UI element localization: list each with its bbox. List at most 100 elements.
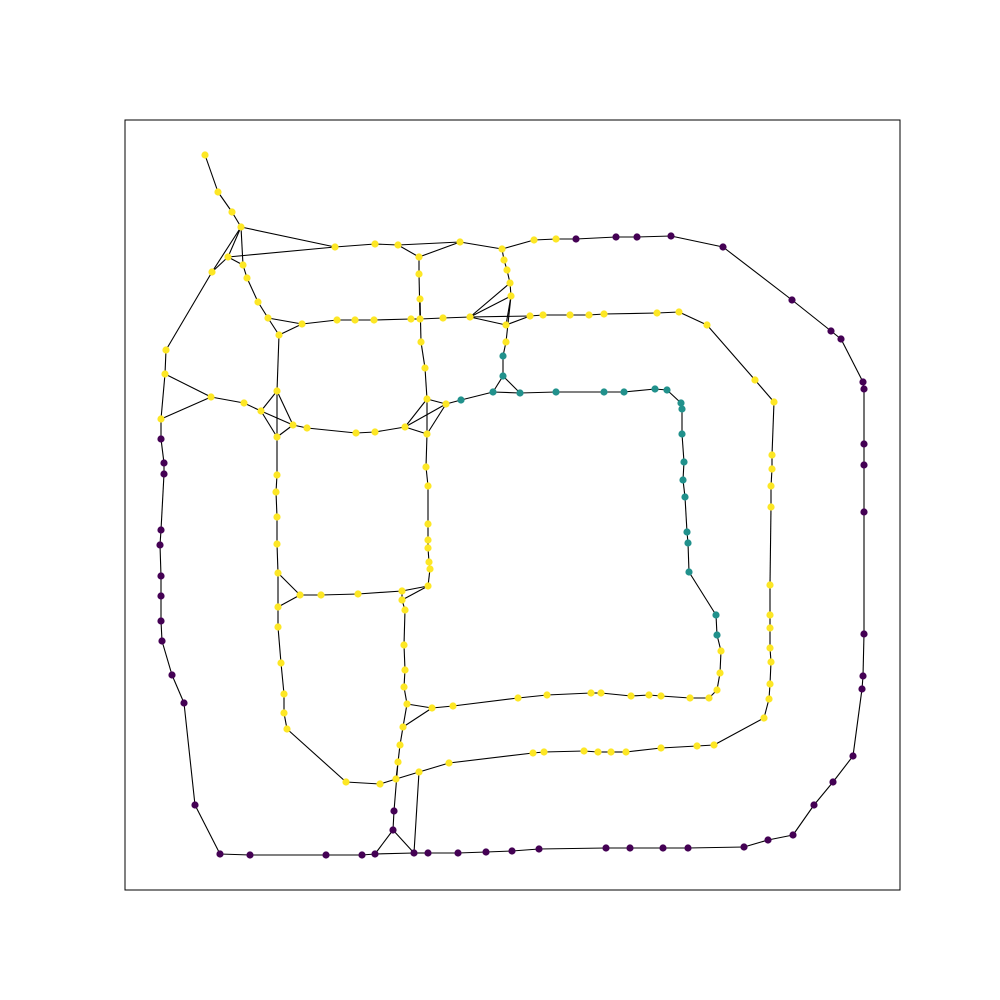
graph-node xyxy=(201,151,209,159)
graph-node xyxy=(424,544,432,552)
graph-node xyxy=(283,725,291,733)
graph-node xyxy=(766,644,774,652)
graph-node xyxy=(767,482,775,490)
graph-node xyxy=(659,844,667,852)
graph-node xyxy=(274,603,282,611)
graph-edge xyxy=(832,755,854,783)
graph-edge xyxy=(161,640,173,676)
graph-edge xyxy=(688,571,717,616)
graph-node xyxy=(860,385,868,393)
graph-edge xyxy=(374,852,415,855)
graph-node xyxy=(352,429,360,437)
graph-node xyxy=(612,233,620,241)
graph-node xyxy=(717,647,725,655)
graph-node xyxy=(552,388,560,396)
graph-edge xyxy=(374,243,399,246)
graph-node xyxy=(240,399,248,407)
graph-node xyxy=(552,235,560,243)
graph-node xyxy=(457,396,465,404)
graph-node xyxy=(333,316,341,324)
graph-edge xyxy=(600,692,632,697)
graph-edge xyxy=(401,585,429,592)
graph-edge xyxy=(334,243,376,248)
graph-node xyxy=(425,558,433,566)
graph-edge xyxy=(395,771,420,780)
graph-edge xyxy=(397,244,420,258)
graph-edge xyxy=(240,226,336,248)
graph-edge xyxy=(575,236,617,240)
graph-node xyxy=(371,428,379,436)
graph-node xyxy=(424,582,432,590)
graph-node xyxy=(766,624,774,632)
graph-node xyxy=(445,759,453,767)
graph-node xyxy=(677,399,685,407)
graph-node xyxy=(370,316,378,324)
graph-edge xyxy=(402,703,408,728)
graph-edge xyxy=(706,324,756,381)
graph-node xyxy=(342,778,350,786)
graph-node xyxy=(157,435,165,443)
graph-node xyxy=(663,386,671,394)
graph-node xyxy=(600,388,608,396)
graph-node xyxy=(679,476,687,484)
graph-edge xyxy=(754,379,775,403)
graph-edge xyxy=(393,761,399,812)
graph-edge xyxy=(469,316,507,326)
graph-edge xyxy=(159,544,162,577)
graph-edge xyxy=(460,391,494,401)
graph-edge xyxy=(442,316,471,319)
graph-edge xyxy=(320,593,359,596)
graph-edge xyxy=(767,834,794,841)
graph-node xyxy=(156,541,164,549)
graph-edge xyxy=(227,226,242,258)
graph-node xyxy=(415,253,423,261)
graph-edge xyxy=(374,426,406,433)
graph-node xyxy=(415,270,423,278)
graph-node xyxy=(684,844,692,852)
graph-node xyxy=(627,692,635,700)
graph-node xyxy=(713,631,721,639)
graph-node xyxy=(685,568,693,576)
graph-node xyxy=(626,844,634,852)
graph-node xyxy=(764,836,772,844)
graph-edge xyxy=(485,850,513,853)
graph-edge xyxy=(501,239,535,250)
graph-node xyxy=(788,296,796,304)
graph-node xyxy=(858,685,866,693)
graph-edge xyxy=(392,829,415,854)
graph-node xyxy=(410,849,418,857)
graph-edge xyxy=(519,391,557,394)
graph-node xyxy=(424,849,432,857)
graph-edge xyxy=(469,282,511,318)
graph-node xyxy=(407,315,415,323)
graph-node xyxy=(489,388,497,396)
graph-edge xyxy=(418,241,461,258)
graph-node xyxy=(400,641,408,649)
graph-edge xyxy=(452,697,519,707)
graph-edge xyxy=(505,295,512,343)
graph-node xyxy=(859,378,867,386)
graph-node xyxy=(633,233,641,241)
graph-edge xyxy=(194,804,221,855)
graph-node xyxy=(456,238,464,246)
graph-node xyxy=(354,590,362,598)
graph-node xyxy=(424,482,432,490)
graph-edge xyxy=(260,390,278,412)
graph-edge xyxy=(505,315,531,326)
graph-node xyxy=(389,826,397,834)
graph-edge xyxy=(404,403,447,428)
graph-edge xyxy=(373,318,412,321)
graph-edge xyxy=(160,438,165,464)
graph-node xyxy=(703,321,711,329)
graph-node xyxy=(280,709,288,717)
graph-node xyxy=(768,451,776,459)
graph-node xyxy=(543,691,551,699)
graph-edge xyxy=(406,703,433,709)
graph-node xyxy=(280,690,288,698)
graph-edge xyxy=(276,390,294,426)
graph-node xyxy=(322,851,330,859)
graph-node xyxy=(678,405,686,413)
graph-node xyxy=(317,591,325,599)
graph-node xyxy=(157,592,165,600)
graph-edge xyxy=(538,847,607,850)
